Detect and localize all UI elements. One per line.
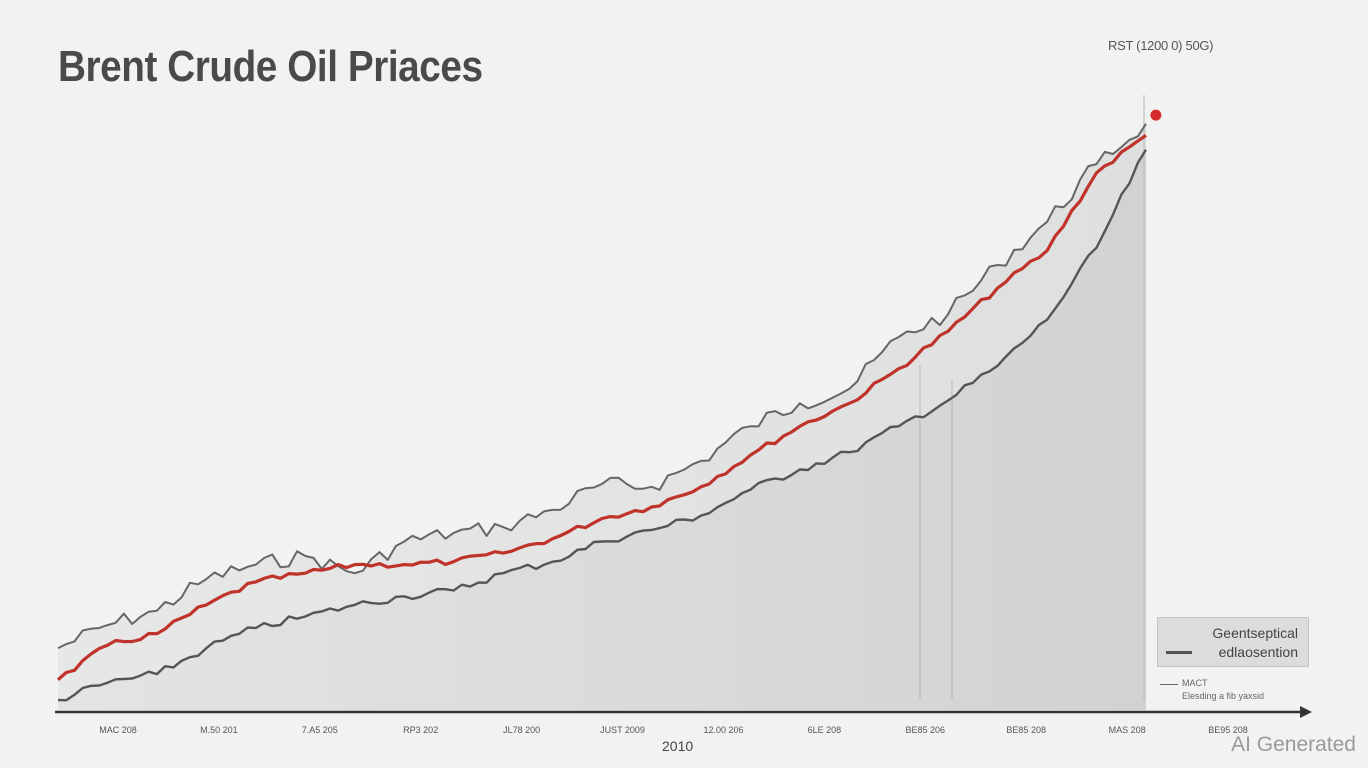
x-tick-label: BE85 208 <box>1006 725 1046 735</box>
range-band <box>58 123 1146 701</box>
chart-title: Brent Crude Oil Priaces <box>58 42 483 91</box>
x-axis <box>55 706 1312 718</box>
x-tick-label: M.50 201 <box>200 725 238 735</box>
series-line-1 <box>57 123 1147 649</box>
x-tick-label: BE95 208 <box>1208 725 1248 735</box>
series-lines <box>56 123 1148 702</box>
x-tick-labels: MAC 208 M.50 201 7.A5 205 RP3 202 JL78 200 JU… <box>99 725 1248 735</box>
peak-annotation: RST (1200 0) 50G) <box>1108 38 1214 53</box>
legend-swatch <box>1166 651 1192 654</box>
x-tick-label: JL78 200 <box>503 725 540 735</box>
x-tick-label: MAS 208 <box>1109 725 1146 735</box>
legend-entry-2: edlaosention <box>1218 644 1298 660</box>
legend: Geentseptical edlaosention <box>1157 617 1309 667</box>
x-tick-label: RP3 202 <box>403 725 438 735</box>
watermark: AI Generated <box>1231 733 1356 756</box>
area-under-low-series <box>58 149 1146 710</box>
area-fill <box>58 123 1146 710</box>
x-tick-label: 12.00 206 <box>703 725 743 735</box>
x-tick-label: 7.A5 205 <box>302 725 338 735</box>
x-axis-label: 2010 <box>662 738 694 754</box>
x-axis-arrow <box>1300 706 1312 718</box>
legend-entry-1: Geentseptical <box>1212 625 1298 641</box>
x-tick-label: BE85 206 <box>906 725 946 735</box>
x-tick-label: 6LE 208 <box>808 725 842 735</box>
x-tick-label: JUST 2009 <box>600 725 645 735</box>
highlight-point <box>1150 109 1162 121</box>
series-line-3 <box>57 149 1148 702</box>
legend-note-line-2: Elesding a fib yaxsid <box>1182 691 1265 701</box>
legend-note-line-1: MACT <box>1160 678 1310 688</box>
x-tick-label: MAC 208 <box>99 725 137 735</box>
series-line-2 <box>56 133 1147 681</box>
highlight-layer <box>1150 109 1162 121</box>
reference-lines <box>919 95 1145 700</box>
legend-note: MACT Elesding a fib yaxsid <box>1160 678 1310 701</box>
